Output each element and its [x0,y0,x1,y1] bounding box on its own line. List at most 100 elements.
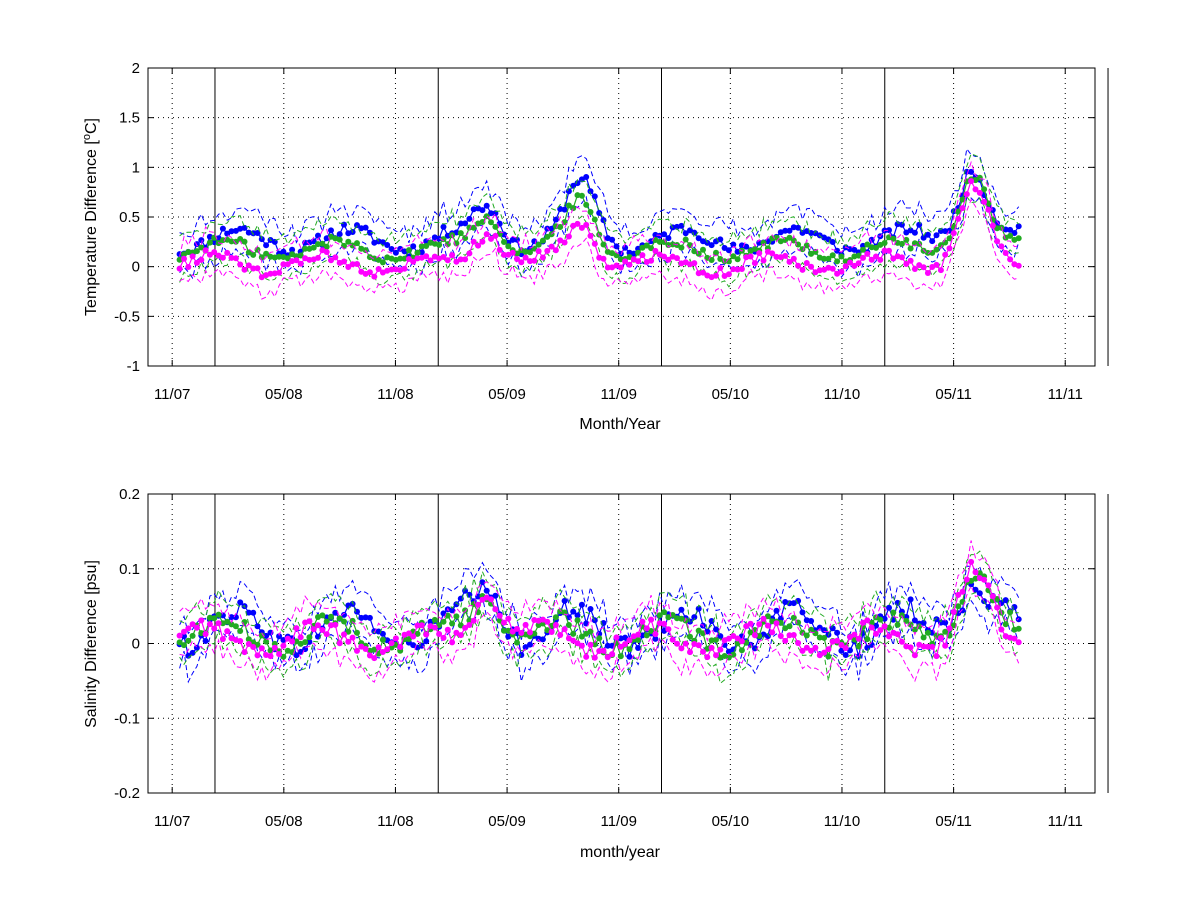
salinity-blue-data-point [453,601,460,608]
salinity-magenta-data-point [414,622,421,629]
salinity-blue-data-point [379,630,386,637]
temperature-magenta-data-point [552,247,559,254]
salinity-x-tick-label: 11/10 [824,813,860,830]
salinity-blue-data-point [423,638,430,645]
temperature-magenta-data-point [617,264,624,271]
temperature-green-data-point [907,245,914,252]
salinity-magenta-data-point [769,629,776,636]
salinity-magenta-data-point [881,623,888,630]
salinity-magenta-data-point [224,628,231,635]
salinity-magenta-data-point [362,646,369,652]
temperature-blue-data-point [929,238,936,245]
temperature-blue-upper-envelope [179,147,1020,244]
temperature-blue-data-point [968,168,975,175]
salinity-green-data-point [1007,609,1014,616]
salinity-green-data-point [319,612,326,619]
temperature-green-data-point [310,244,317,251]
temperature-magenta-data-point [903,261,910,267]
temperature-y-tick-label: 0.5 [119,209,140,226]
temperature-green-lower-envelope [179,195,1019,288]
salinity-magenta-data-point [851,631,858,638]
temperature-x-tick-label: 11/11 [1048,386,1083,403]
temperature-blue-data-point [245,229,252,236]
salinity-magenta-data-point [968,558,975,565]
salinity-blue-data-point [1015,616,1022,623]
temperature-green-data-point [981,186,988,193]
salinity-magenta-data-point [747,620,754,627]
salinity-magenta-data-point [453,629,460,636]
temperature-magenta-data-point [838,268,845,275]
salinity-blue-data-point [483,587,490,594]
salinity-y-tick-label: 0 [132,636,140,653]
temperature-magenta-data-point [388,266,395,273]
salinity-green-data-point [587,628,594,635]
temperature-green-data-point [302,245,309,252]
salinity-magenta-data-point [1011,635,1018,642]
temperature-magenta-data-point [514,256,520,262]
temperature-green-data-point [436,241,443,248]
salinity-green-data-point [617,653,624,660]
temperature-magenta-data-point [959,205,966,212]
temperature-green-data-point [397,255,404,262]
temperature-green-data-point [457,230,464,237]
temperature-green-data-point [276,253,283,260]
temperature-magenta-data-point [245,262,252,269]
temperature-magenta-data-point [600,255,607,262]
temperature-blue-data-point [829,239,836,245]
temperature-difference-panel: Month/Year Temperature Difference [oC] 2… [81,60,1109,433]
temperature-blue-data-point [933,232,940,239]
temperature-green-data-point [591,216,598,223]
temperature-y-axis-title-text: Temperature Difference [ [83,140,100,316]
salinity-blue-data-point [479,579,486,586]
salinity-magenta-data-point [985,582,992,589]
temperature-magenta-data-point [851,262,858,269]
salinity-magenta-data-point [250,644,257,650]
temperature-green-data-point [354,240,360,247]
salinity-green-data-point [713,636,719,643]
temperature-magenta-data-point [942,251,949,258]
temperature-magenta-data-point [639,252,646,259]
salinity-magenta-data-point [678,645,685,652]
salinity-blue-data-point [907,596,914,603]
salinity-magenta-data-point [509,628,516,635]
temperature-green-upper-envelope [179,153,1020,248]
salinity-magenta-data-point [635,631,642,638]
salinity-magenta-data-point [181,628,187,635]
salinity-magenta-data-point [972,569,979,576]
temperature-green-data-point [232,238,239,245]
temperature-green-data-point [245,249,252,256]
temperature-blue-data-point [354,222,360,229]
salinity-magenta-data-point [237,638,244,644]
salinity-blue-data-point [561,597,568,604]
salinity-y-tick-label: -0.1 [114,710,140,727]
salinity-magenta-data-point [219,636,226,642]
salinity-green-data-point [864,636,871,643]
temperature-x-tick-label: 11/10 [824,386,860,403]
salinity-x-tick-label: 05/10 [712,813,750,830]
salinity-green-data-point [431,616,438,623]
salinity-magenta-data-point [544,618,551,625]
salinity-magenta-data-point [687,649,693,656]
salinity-magenta-data-point [959,588,966,595]
salinity-magenta-data-point [276,651,283,658]
salinity-green-data-point [626,646,633,653]
temperature-y-axis-title-unit: C] [83,118,100,134]
salinity-magenta-data-point [440,634,447,641]
temperature-blue-data-point [219,225,226,232]
temperature-magenta-data-point [950,230,957,237]
salinity-magenta-data-point [466,622,473,628]
salinity-blue-data-point [764,633,771,640]
temperature-green-data-point [539,237,546,244]
salinity-blue-data-point [959,607,966,614]
salinity-green-data-point [181,642,187,649]
temperature-green-data-point [678,244,685,251]
salinity-magenta-data-point [241,649,248,656]
temperature-magenta-data-point [219,254,226,261]
salinity-green-data-point [635,637,642,643]
salinity-green-data-point [648,628,655,634]
temperature-magenta-data-point [466,250,473,257]
temperature-magenta-data-point [237,261,244,268]
salinity-magenta-data-point [527,629,533,636]
temperature-blue-data-point [552,216,559,223]
salinity-magenta-data-point [760,615,767,622]
